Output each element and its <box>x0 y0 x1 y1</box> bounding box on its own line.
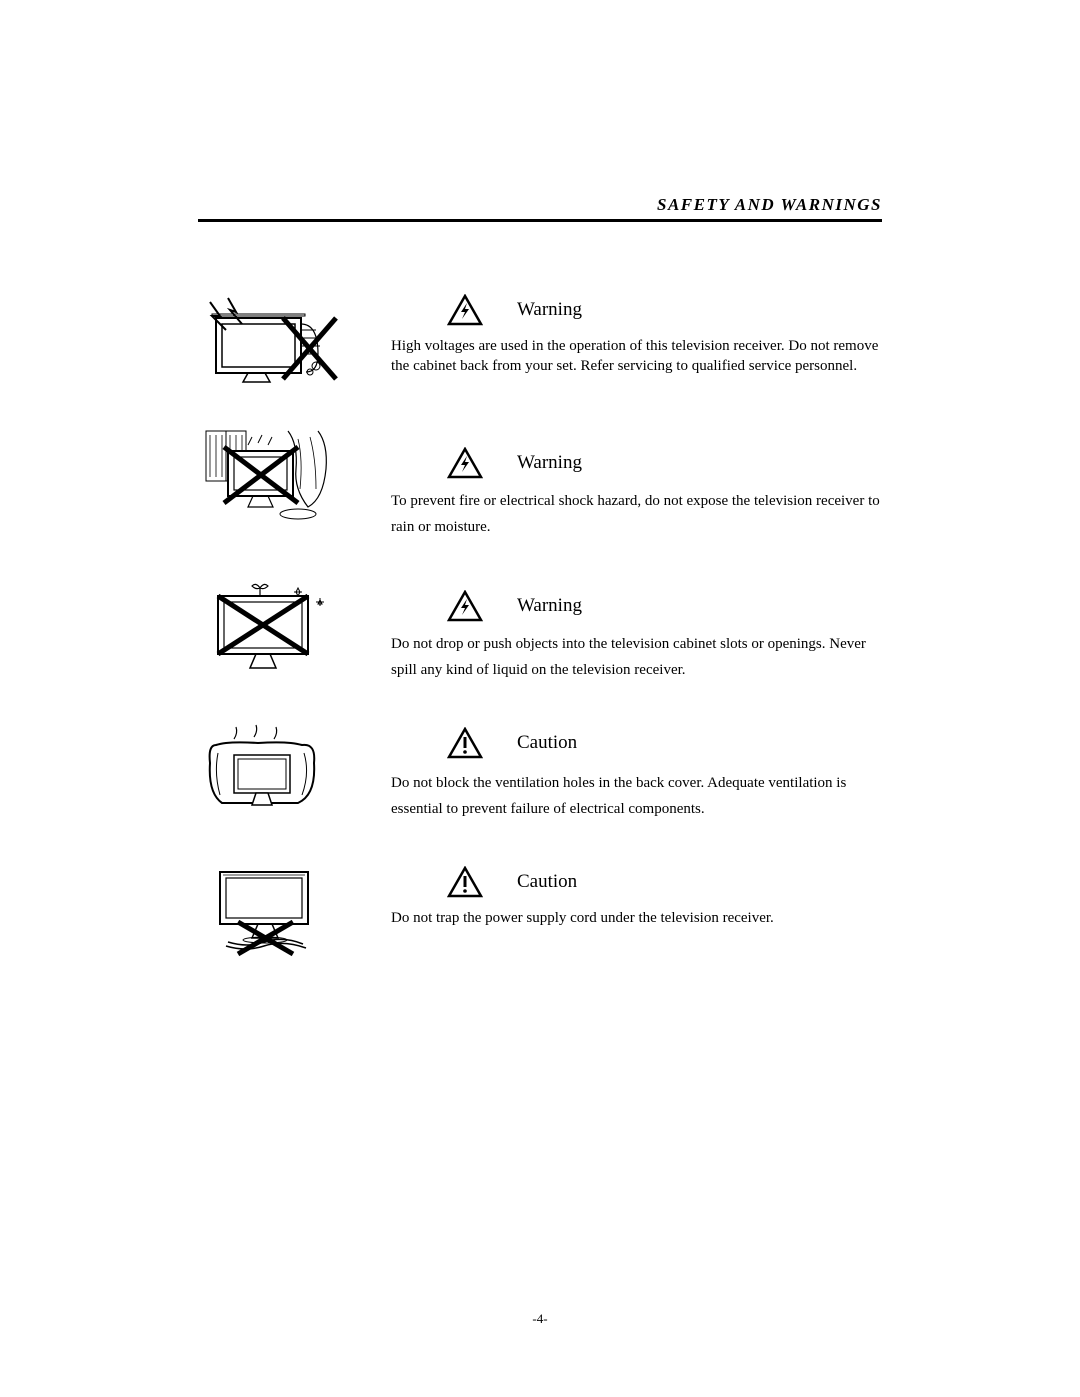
lightning-triangle-icon <box>447 447 483 479</box>
warning-block: Warning To prevent fire or electrical sh… <box>198 429 882 540</box>
caution-label-row: Caution <box>447 727 882 759</box>
page-number: -4- <box>0 1311 1080 1327</box>
warning-label: Warning <box>517 595 582 617</box>
warning-body: To prevent fire or electrical shock haza… <box>391 489 882 540</box>
warning-text-col: Warning High voltages are used in the op… <box>391 294 882 377</box>
warning-body: High voltages are used in the operation … <box>391 336 882 377</box>
caution-body: Do not block the ventilation holes in th… <box>391 771 882 822</box>
caution-block: Caution Do not trap the power supply cor… <box>198 862 882 957</box>
illustration-objects-liquid <box>198 580 343 675</box>
exclamation-triangle-icon <box>447 866 483 898</box>
warning-label: Warning <box>517 452 582 474</box>
warning-label-row: Warning <box>447 590 882 622</box>
warning-label-row: Warning <box>447 447 882 479</box>
warning-text-col: Warning Do not drop or push objects into… <box>391 580 882 683</box>
exclamation-triangle-icon <box>447 727 483 759</box>
warning-label-row: Warning <box>447 294 882 326</box>
warning-label: Warning <box>517 299 582 321</box>
warning-text-col: Warning To prevent fire or electrical sh… <box>391 429 882 540</box>
lightning-triangle-icon <box>447 590 483 622</box>
caution-text-col: Caution Do not trap the power supply cor… <box>391 862 882 928</box>
caution-label: Caution <box>517 871 577 893</box>
caution-block: Caution Do not block the ventilation hol… <box>198 723 882 822</box>
manual-page: SAFETY AND WARNINGS <box>0 0 1080 1397</box>
warning-block: Warning High voltages are used in the op… <box>198 294 882 389</box>
illustration-high-voltage <box>198 294 343 389</box>
caution-label-row: Caution <box>447 866 882 898</box>
header-title: SAFETY AND WARNINGS <box>198 195 882 215</box>
caution-body: Do not trap the power supply cord under … <box>391 908 882 928</box>
illustration-rain-moisture <box>198 429 343 524</box>
illustration-cord-trap <box>198 862 343 957</box>
illustration-ventilation <box>198 723 343 818</box>
warning-block: Warning Do not drop or push objects into… <box>198 580 882 683</box>
warning-body: Do not drop or push objects into the tel… <box>391 632 882 683</box>
caution-text-col: Caution Do not block the ventilation hol… <box>391 723 882 822</box>
caution-label: Caution <box>517 732 577 754</box>
page-header: SAFETY AND WARNINGS <box>198 195 882 222</box>
lightning-triangle-icon <box>447 294 483 326</box>
